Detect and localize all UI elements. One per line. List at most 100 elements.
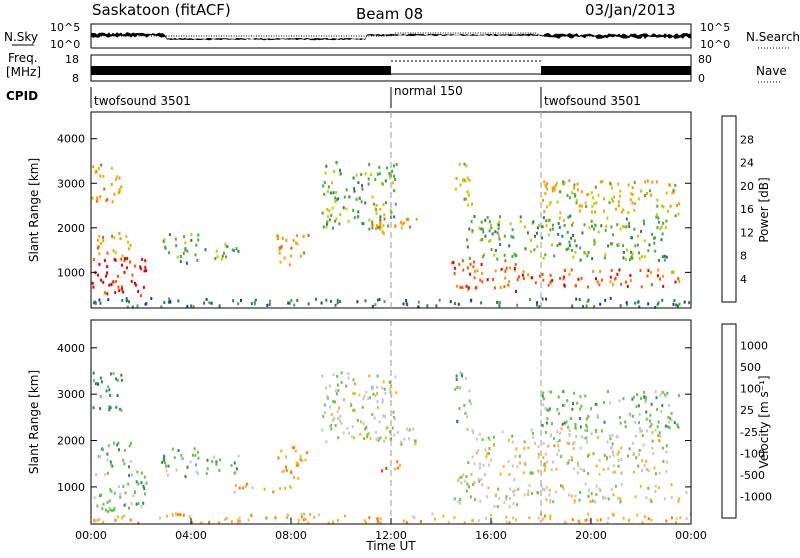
heatmap-cell bbox=[361, 405, 364, 409]
heatmap-cell bbox=[479, 278, 482, 282]
heatmap-cell bbox=[597, 193, 600, 197]
heatmap-cell bbox=[531, 431, 534, 435]
heatmap-cell bbox=[610, 268, 613, 272]
heatmap-cell bbox=[192, 453, 194, 457]
heatmap-cell bbox=[237, 520, 240, 524]
heatmap-cell bbox=[333, 170, 336, 173]
heatmap-cell bbox=[498, 304, 501, 308]
heatmap-cell bbox=[393, 174, 395, 178]
heatmap-cell bbox=[654, 489, 657, 493]
heatmap-cell bbox=[546, 182, 549, 186]
heatmap-cell bbox=[106, 271, 108, 275]
heatmap-cell bbox=[508, 497, 511, 500]
heatmap-cell bbox=[389, 391, 392, 395]
heatmap-cell bbox=[544, 452, 547, 456]
heatmap-cell bbox=[622, 516, 625, 520]
heatmap-cell bbox=[367, 177, 370, 181]
heatmap-cell bbox=[338, 419, 341, 423]
heatmap-cell bbox=[599, 302, 602, 306]
heatmap-cell bbox=[140, 481, 143, 485]
heatmap-cell bbox=[490, 226, 493, 230]
heatmap-cell bbox=[465, 197, 468, 201]
heatmap-cell bbox=[585, 205, 588, 209]
x-tick-label: 12:00 bbox=[375, 529, 407, 542]
heatmap-cell bbox=[100, 380, 103, 384]
heatmap-cell bbox=[629, 279, 632, 283]
heatmap-cell bbox=[481, 438, 484, 442]
heatmap-cell bbox=[492, 435, 495, 439]
heatmap-cell bbox=[371, 226, 374, 230]
heatmap-cell bbox=[626, 248, 629, 252]
heatmap-cell bbox=[612, 199, 615, 203]
heatmap-cell bbox=[541, 236, 543, 240]
heatmap-cell bbox=[326, 222, 328, 226]
heatmap-cell bbox=[547, 283, 550, 287]
heatmap-cell bbox=[607, 390, 609, 393]
heatmap-cell bbox=[664, 424, 667, 428]
heatmap-cell bbox=[354, 382, 356, 386]
heatmap-cell bbox=[403, 221, 406, 225]
heatmap-cell bbox=[113, 507, 116, 511]
nave-tick-top: 80 bbox=[698, 53, 712, 66]
heatmap-cell bbox=[335, 392, 338, 396]
heatmap-cell bbox=[106, 500, 109, 504]
heatmap-cell bbox=[376, 172, 379, 176]
heatmap-cell bbox=[281, 236, 284, 240]
heatmap-cell bbox=[576, 461, 579, 465]
heatmap-cell bbox=[117, 378, 120, 382]
freq-block-3 bbox=[541, 66, 691, 75]
heatmap-cell bbox=[412, 515, 415, 519]
heatmap-cell bbox=[464, 411, 467, 415]
heatmap-cell bbox=[552, 460, 555, 464]
heatmap-cell bbox=[395, 163, 398, 167]
heatmap-cell bbox=[620, 471, 623, 475]
heatmap-cell bbox=[586, 254, 589, 258]
heatmap-cell bbox=[105, 199, 108, 203]
heatmap-cell bbox=[143, 475, 146, 479]
heatmap-cell bbox=[563, 275, 566, 279]
heatmap-cell bbox=[490, 248, 493, 252]
heatmap-cell bbox=[662, 205, 665, 209]
heatmap-cell bbox=[99, 241, 102, 245]
heatmap-cell bbox=[128, 506, 130, 510]
heatmap-cell bbox=[543, 488, 546, 492]
heatmap-cell bbox=[405, 520, 408, 524]
heatmap-cell bbox=[381, 469, 384, 473]
heatmap-cell bbox=[475, 451, 478, 455]
heatmap-cell bbox=[635, 405, 638, 409]
heatmap-cell bbox=[379, 221, 382, 225]
heatmap-cell bbox=[678, 302, 681, 306]
heatmap-cell bbox=[206, 467, 209, 471]
heatmap-cell bbox=[595, 277, 597, 281]
heatmap-cell bbox=[309, 513, 312, 516]
heatmap-cell bbox=[330, 427, 333, 431]
heatmap-cell bbox=[269, 299, 272, 303]
heatmap-cell bbox=[107, 510, 110, 513]
heatmap-cell bbox=[279, 487, 282, 491]
heatmap-cell bbox=[93, 496, 96, 500]
heatmap-cell bbox=[121, 516, 123, 520]
heatmap-cell bbox=[368, 374, 371, 378]
heatmap-cell bbox=[542, 441, 545, 445]
heatmap-cell bbox=[578, 209, 581, 213]
heatmap-cell bbox=[547, 233, 550, 237]
heatmap-cell bbox=[470, 298, 473, 302]
heatmap-cell bbox=[495, 493, 497, 497]
heatmap-cell bbox=[367, 432, 370, 436]
heatmap-cell bbox=[565, 248, 568, 251]
heatmap-cell bbox=[612, 513, 615, 517]
heatmap-cell bbox=[620, 446, 623, 450]
heatmap-cell bbox=[140, 505, 143, 508]
heatmap-cell bbox=[603, 453, 606, 457]
heatmap-cell bbox=[381, 386, 384, 390]
heatmap-cell bbox=[649, 413, 652, 417]
heatmap-cell bbox=[663, 258, 666, 262]
heatmap-cell bbox=[265, 516, 268, 520]
heatmap-cell bbox=[333, 416, 336, 420]
heatmap-cell bbox=[611, 433, 614, 437]
heatmap-cell bbox=[376, 223, 378, 227]
heatmap-cell bbox=[210, 301, 213, 305]
heatmap-cell bbox=[111, 234, 114, 238]
heatmap-cell bbox=[251, 486, 254, 490]
